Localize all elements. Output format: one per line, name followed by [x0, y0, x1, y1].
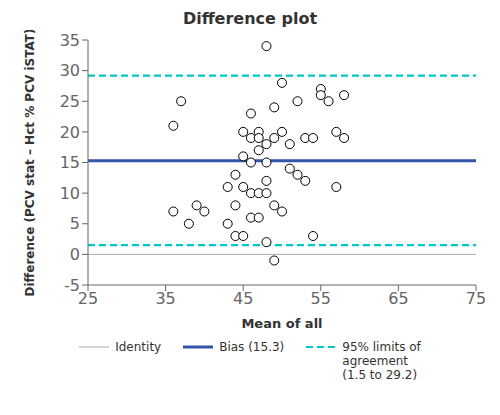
- svg-text:55: 55: [311, 289, 331, 308]
- svg-text:10: 10: [60, 184, 80, 203]
- svg-text:Difference (PCV stat – Hct % P: Difference (PCV stat – Hct % PCV iSTAT): [23, 30, 37, 296]
- html-text:Identity: Identity: [115, 340, 162, 354]
- svg-text:15: 15: [60, 153, 80, 172]
- svg-text:35: 35: [60, 31, 80, 50]
- svg-text:20: 20: [60, 123, 80, 142]
- svg-text:75: 75: [466, 289, 486, 308]
- svg-text:Mean of all: Mean of all: [241, 316, 322, 331]
- svg-text:45: 45: [233, 289, 253, 308]
- html-text:Difference plot: Difference plot: [182, 9, 318, 28]
- html-text:95% limits of agreement (1.5 t: 95% limits of agreement (1.5 to 29.2): [342, 340, 421, 382]
- svg-text:25: 25: [60, 92, 80, 111]
- html-text:Bias (15.3): Bias (15.3): [219, 340, 285, 354]
- svg-text:65: 65: [388, 289, 408, 308]
- svg-text:30: 30: [60, 61, 80, 80]
- svg-text:35: 35: [155, 289, 175, 308]
- svg-text:-5: -5: [64, 276, 80, 295]
- svg-text:5: 5: [70, 214, 80, 233]
- svg-text:0: 0: [70, 245, 80, 264]
- svg-text:25: 25: [78, 289, 98, 308]
